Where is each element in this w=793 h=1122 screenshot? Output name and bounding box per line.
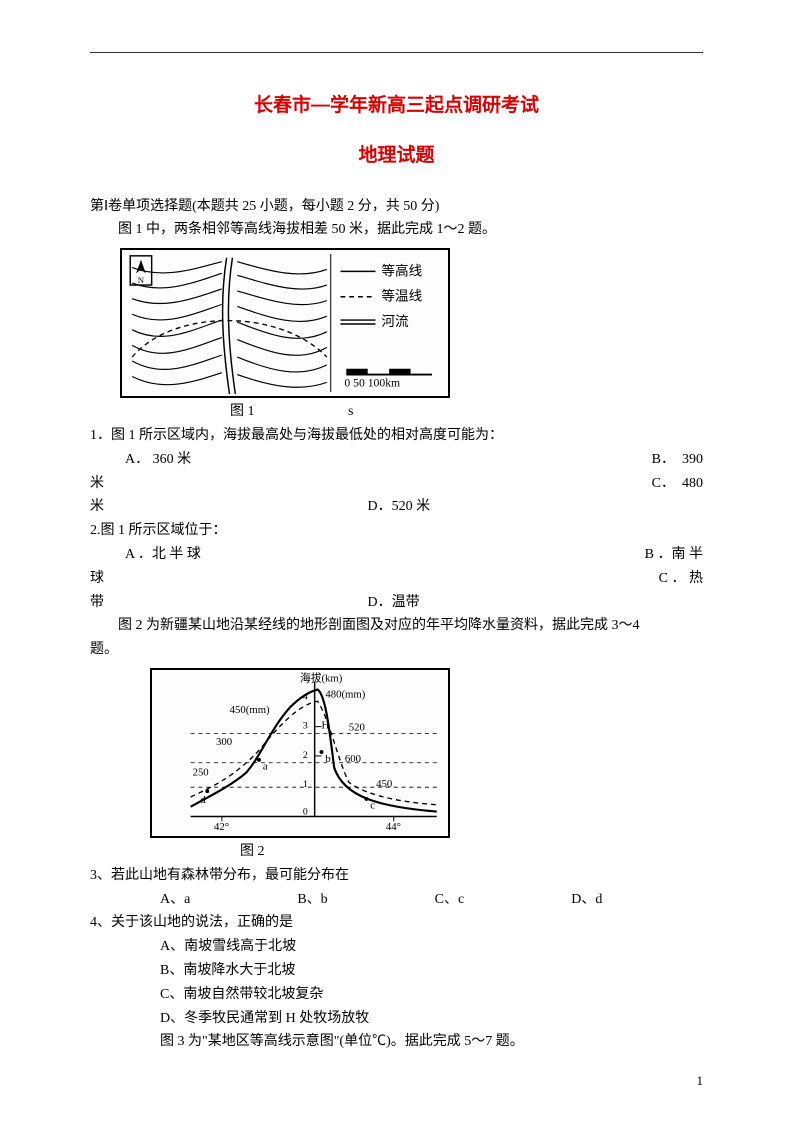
svg-text:2: 2 <box>303 750 308 761</box>
figure-1-svg: N 等高线 等温线 河流 0 50 100km <box>122 250 448 396</box>
q1-options-row3: 米 D．520 米 <box>90 495 703 519</box>
bridge-text-1a: 图 2 为新疆某山地沿某经线的地形剖面图及对应的年平均降水量资料，据此完成 3～… <box>90 614 703 638</box>
bridge-text-2: 图 3 为"某地区等高线示意图"(单位℃)。据此完成 5～7 题。 <box>160 1030 703 1054</box>
fig2-v450: 450 <box>376 778 392 790</box>
q2-optD: D．温带 <box>368 591 420 615</box>
figure-1-caption: 图 1 <box>230 400 255 424</box>
q2-optB: B ．南 半 <box>645 543 703 567</box>
svg-text:N: N <box>138 275 145 285</box>
figure-2: 4 3 2 1 0 海拔(km) 450(mm) 480(mm) 300 250… <box>150 668 450 838</box>
q3-optA: A、a <box>160 892 190 907</box>
fig2-v600: 600 <box>345 753 361 765</box>
q1-optB-label: B． <box>652 452 675 467</box>
q4-optA: A、南坡雪线高于北坡 <box>160 935 703 959</box>
figure-1-caption-suffix: s <box>348 400 353 424</box>
figure-1-caption-row: 图 1 s <box>90 400 703 424</box>
page-number: 1 <box>697 1070 704 1092</box>
fig2-pt-d: d <box>200 794 206 806</box>
q1-options-row1: A． 360 米 B． 390 <box>90 448 703 472</box>
q4-stem: 4、关于该山地的说法，正确的是 <box>90 911 703 935</box>
q4-optD: D、冬季牧民通常到 H 处牧场放牧 <box>160 1007 703 1031</box>
q4-optC: C、南坡自然带较北坡复杂 <box>160 983 703 1007</box>
q1-row3-left: 米 <box>90 499 104 514</box>
bridge-text-1b: 题。 <box>90 638 703 662</box>
q3-optD: D、d <box>571 892 602 907</box>
fig2-pt-a: a <box>263 761 268 773</box>
figure-2-svg: 4 3 2 1 0 海拔(km) 450(mm) 480(mm) 300 250… <box>152 670 448 836</box>
q2-optC: C ． 热 <box>659 567 703 591</box>
exam-title-line1: 长春市—学年新高三起点调研考试 <box>90 90 703 122</box>
fig2-v250: 250 <box>193 766 209 778</box>
legend-river: 河流 <box>381 314 409 329</box>
q1-options-row2: 米 C． 480 <box>90 472 703 496</box>
fig2-v300: 300 <box>216 736 232 748</box>
fig2-x44: 44° <box>386 821 401 833</box>
q3-optC: C、c <box>435 892 465 907</box>
fig2-top-label: 海拔(km) <box>300 672 343 685</box>
q2-row2-left: 球 <box>90 567 104 591</box>
q2-options-row3: 带 D．温带 <box>90 591 703 615</box>
q2-row3-left: 带 <box>90 595 104 610</box>
q3-optB: B、b <box>297 892 327 907</box>
fig2-pt-b: b <box>325 753 330 765</box>
q1-optA-text: 360 米 <box>153 452 192 467</box>
fig2-mm450: 450(mm) <box>230 704 270 716</box>
fig2-mm480: 480(mm) <box>325 688 365 700</box>
section-intro-1: 第Ⅰ卷单项选择题(本题共 25 小题，每小题 2 分，共 50 分) <box>90 195 703 219</box>
svg-text:3: 3 <box>303 721 308 732</box>
q1-optD: D．520 米 <box>368 495 431 519</box>
q1-optC-label: C． <box>652 476 675 491</box>
section-intro-2: 图 1 中，两条相邻等高线海拔相差 50 米，据此完成 1～2 题。 <box>90 218 703 242</box>
legend-isotherm: 等温线 <box>381 288 422 304</box>
top-rule <box>90 52 703 53</box>
fig2-x42: 42° <box>214 821 229 833</box>
svg-text:1: 1 <box>303 779 308 790</box>
scale-text: 0 50 100km <box>344 376 400 389</box>
q3-options: A、a B、b C、c D、d <box>90 888 703 912</box>
exam-title-line2: 地理试题 <box>90 140 703 172</box>
q1-optA-label: A． <box>125 452 149 467</box>
q1-stem: 1．图 1 所示区域内，海拔最高处与海拔最低处的相对高度可能为： <box>90 424 703 448</box>
q2-stem: 2.图 1 所示区域位于： <box>90 519 703 543</box>
figure-2-caption: 图 2 <box>240 840 703 864</box>
q4-optB: B、南坡降水大于北坡 <box>160 959 703 983</box>
q3-stem: 3、若此山地有森林带分布，最可能分布在 <box>90 864 703 888</box>
legend-contour: 等高线 <box>381 262 422 278</box>
fig2-v520: 520 <box>349 721 365 733</box>
q1-optC-text: 480 <box>682 476 703 491</box>
svg-text:0: 0 <box>303 806 308 817</box>
fig2-pt-H: H <box>321 720 329 732</box>
figure-1: N 等高线 等温线 河流 0 50 100km <box>120 248 450 398</box>
q1-optB-text: 390 <box>682 452 703 467</box>
q2-options-row2: 球 C ． 热 <box>90 567 703 591</box>
q2-options-row1: A ．北 半 球 B ．南 半 <box>90 543 703 567</box>
q1-row2-left: 米 <box>90 472 104 496</box>
fig2-pt-c: c <box>370 800 375 812</box>
q2-optA: A ．北 半 球 <box>125 543 201 567</box>
